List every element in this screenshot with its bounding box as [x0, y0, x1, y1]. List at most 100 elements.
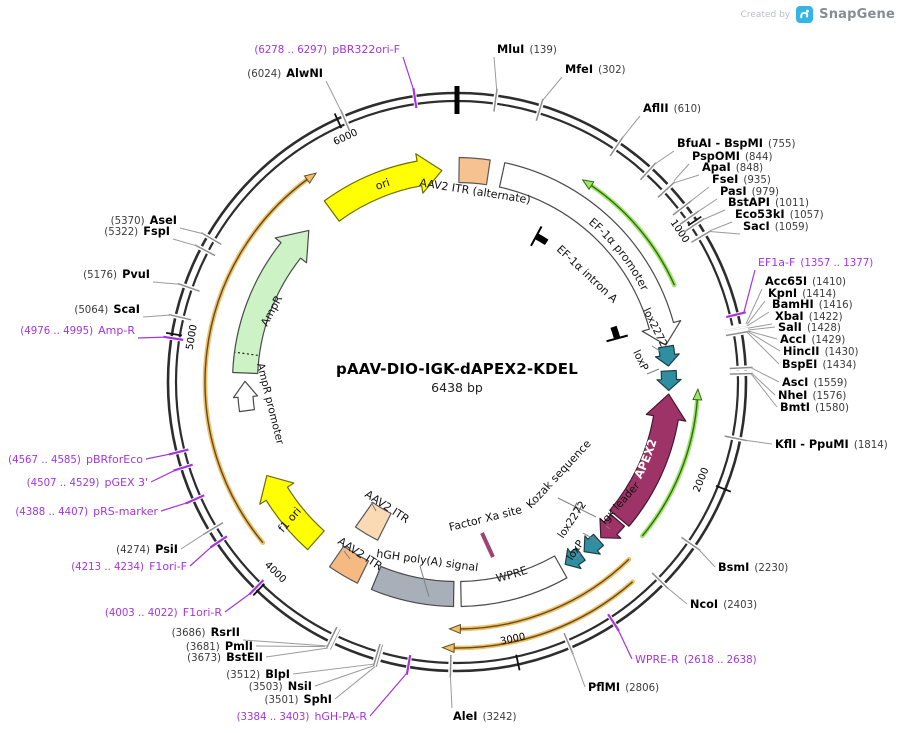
enzyme-site-tick-ScaI [168, 313, 192, 321]
enzyme-label-BlpI[interactable]: (3512) BlpI [226, 668, 290, 681]
enzyme-label-BmtI[interactable]: BmtI (1580) [780, 401, 849, 414]
scale-tick-1000 [687, 215, 702, 227]
enzyme-label-RsrII[interactable]: (3686) RsrII [172, 626, 240, 639]
enzyme-label-FseI[interactable]: FseI (935) [712, 173, 771, 186]
snapgene-watermark: Created by SnapGene [741, 6, 895, 23]
enzyme-label-MluI[interactable]: MluI (139) [497, 43, 557, 56]
enzyme-leader-KpnI [745, 300, 766, 327]
enzyme-site-tick-PflMI [563, 632, 574, 655]
enzyme-label-PvuI[interactable]: (5176) PvuI [83, 268, 150, 281]
feature-apex2[interactable] [609, 393, 687, 527]
enzyme-label-Acc65I[interactable]: Acc65I (1410) [765, 275, 846, 288]
feature-ampr-promoter[interactable] [232, 380, 259, 413]
enzyme-label-AccI[interactable]: AccI (1429) [780, 333, 845, 346]
enzyme-label-Eco53kI[interactable]: Eco53kI (1057) [735, 208, 824, 221]
enzyme-label-NheI[interactable]: NheI (1576) [778, 389, 846, 402]
primer-site-tick-pBR322ori-F [412, 88, 418, 109]
primer-site-tick-Amp-R [163, 335, 184, 341]
enzyme-label-BspEI[interactable]: BspEI (1434) [782, 358, 856, 371]
enzyme-label-PasI[interactable]: PasI (979) [720, 185, 779, 198]
primer-label-pBRforEco[interactable]: (4567 .. 4585) pBRforEco [8, 453, 143, 466]
enzyme-label-BamHI[interactable]: BamHI (1416) [772, 298, 853, 311]
feature-lox2272-a[interactable] [654, 344, 680, 367]
enzyme-leader-AleI [449, 675, 453, 709]
enzyme-leader-BfuAI - BspMI [654, 150, 675, 165]
enzyme-label-HincII[interactable]: HincII (1430) [783, 345, 858, 358]
inner-leader-6 [419, 565, 430, 598]
enzyme-site-tick-NsiI [375, 644, 384, 667]
enzyme-label-SphI[interactable]: (3501) SphI [265, 693, 332, 706]
primer-leader-pRS-marker [160, 502, 188, 512]
primer-label-F1ori-F[interactable]: (4213 .. 4234) F1ori-F [71, 560, 187, 573]
enzyme-label-BstEII[interactable]: (3673) BstEII [187, 651, 263, 664]
enzyme-label-MfeI[interactable]: MfeI (302) [565, 63, 626, 76]
feature-hgh-polya-signal[interactable] [370, 565, 455, 608]
feature-wpre[interactable] [460, 555, 568, 608]
enzyme-label-AlwNI[interactable]: (6024) AlwNI [247, 67, 323, 80]
scale-tick-label-5000: 5000 [185, 324, 200, 351]
enzyme-label-PspOMI[interactable]: PspOMI (844) [692, 150, 772, 163]
feature-ori[interactable] [323, 153, 443, 222]
enzyme-site-tick-RsrII [326, 626, 338, 649]
enzyme-leader-Acc65I [744, 288, 763, 326]
enzyme-label-SacI[interactable]: SacI (1059) [743, 220, 809, 233]
inner-leader-4 [605, 525, 611, 530]
enzyme-label-XbaI[interactable]: XbaI (1422) [775, 310, 843, 323]
primer-label-pGEX 3'[interactable]: (4507 .. 4529) pGEX 3' [27, 476, 148, 489]
enzyme-leader-Eco53kI [709, 221, 733, 232]
enzyme-label-AscI[interactable]: AscI (1559) [782, 376, 847, 389]
feature-ampr[interactable] [232, 229, 310, 375]
primer-label-WPRE-R[interactable]: WPRE-R (2618 .. 2638) [635, 653, 757, 666]
feature-aav2-itr[interactable] [328, 545, 370, 584]
enzyme-leader-AflII [621, 115, 641, 139]
inner-leader-5 [557, 497, 597, 518]
enzyme-label-NsiI[interactable]: (3503) NsiI [249, 680, 312, 693]
enzyme-label-ScaI[interactable]: (5064) ScaI [74, 303, 140, 316]
feature-lox2272-b[interactable] [583, 533, 605, 555]
enzyme-label-FspI[interactable]: (5322) FspI [104, 225, 170, 238]
inner-leader-0 [651, 345, 661, 352]
feature-f1-ori[interactable] [259, 475, 325, 551]
enzyme-site-tick-PvuI [177, 282, 200, 292]
enzyme-label-SalI[interactable]: SalI (1428) [778, 321, 841, 334]
enzyme-label-BfuAI - BspMI[interactable]: BfuAI - BspMI (755) [677, 137, 795, 150]
primer-label-hGH-PA-R[interactable]: (3384 .. 3403) hGH-PA-R [237, 710, 368, 723]
enzyme-leader-RsrII [242, 639, 328, 647]
enzyme-label-PsiI[interactable]: (4274) PsiI [116, 543, 178, 556]
inner-leader-3 [574, 551, 582, 559]
primer-leader-EF1a-F [743, 269, 756, 313]
enzyme-leader-PvuI [152, 281, 180, 285]
primer-label-Amp-R[interactable]: (4976 .. 4995) Amp-R [20, 324, 135, 337]
enzyme-leader-PmlI [255, 645, 329, 648]
feature-ef1a-promoter[interactable] [498, 162, 682, 346]
enzyme-label-ApaI[interactable]: ApaI (848) [702, 161, 763, 174]
inner-label-4: loxP [630, 348, 650, 373]
feature-igk-leader[interactable] [599, 513, 626, 539]
enzyme-leader-BlpI [292, 663, 375, 675]
enzyme-label-KflI - PpuMI[interactable]: KflI - PpuMI (1814) [775, 438, 888, 451]
enzyme-leader-BamHI [745, 311, 770, 328]
enzyme-label-PmlI[interactable]: (3681) PmlI [186, 640, 253, 653]
primer-label-F1ori-R[interactable]: (4003 .. 4022) F1ori-R [105, 606, 222, 619]
primer-leader-F1ori-F [189, 545, 213, 567]
feature-aav2-itr-inner[interactable] [354, 501, 392, 541]
enzyme-site-tick-MluI [493, 88, 498, 112]
snapgene-logo-icon [796, 6, 814, 23]
enzyme-label-AflII[interactable]: AflII (610) [643, 102, 701, 115]
enzyme-site-tick-AlwNI [339, 109, 351, 132]
enzyme-label-KpnI[interactable]: KpnI (1414) [768, 287, 836, 300]
enzyme-label-BsmI[interactable]: BsmI (2230) [718, 561, 788, 574]
primer-label-pRS-marker[interactable]: (4388 .. 4407) pRS-marker [15, 505, 158, 518]
enzyme-label-NcoI[interactable]: NcoI (2403) [690, 598, 757, 611]
primer-label-pBR322ori-F[interactable]: (6278 .. 6297) pBR322ori-F [254, 43, 400, 56]
primer-site-tick-EF1a-F [726, 311, 746, 319]
feature-aav2-itr-alternate[interactable] [458, 156, 491, 186]
enzyme-label-BstAPI[interactable]: BstAPI (1011) [728, 196, 809, 209]
primer-label-EF1a-F[interactable]: EF1a-F (1357 .. 1377) [758, 256, 873, 269]
enzyme-site-tick-AscI [729, 366, 753, 370]
feature-loxp-a[interactable] [656, 369, 682, 391]
enzyme-label-AseI[interactable]: (5370) AseI [111, 214, 177, 227]
enzyme-label-PflMI[interactable]: PflMI (2806) [588, 681, 659, 694]
feature-loxp-b[interactable] [564, 547, 586, 570]
enzyme-label-AleI[interactable]: AleI (3242) [453, 710, 516, 723]
